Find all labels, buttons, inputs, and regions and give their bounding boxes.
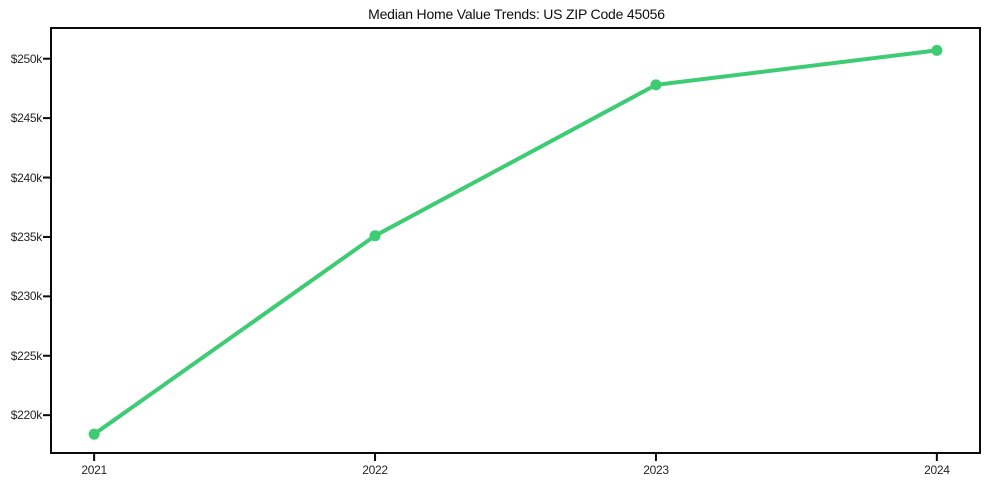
y-tick-label: $250k <box>10 51 43 66</box>
trend-line <box>92 48 939 437</box>
data-point-marker <box>931 44 943 56</box>
x-tick-label: 2023 <box>643 463 669 477</box>
data-point-marker <box>650 79 662 91</box>
y-tick-label: $245k <box>10 111 43 126</box>
chart-title: Median Home Value Trends: US ZIP Code 45… <box>368 6 665 22</box>
data-point-marker <box>369 230 381 242</box>
y-tick-label: $230k <box>10 289 43 304</box>
y-tick-label: $220k <box>10 408 43 423</box>
line-chart-canvas <box>43 44 943 461</box>
y-tick-label: $235k <box>10 229 43 244</box>
y-tick-label: $225k <box>10 348 43 363</box>
x-tick-label: 2021 <box>81 463 107 477</box>
data-point-marker <box>88 428 100 440</box>
x-tick-label: 2024 <box>924 463 950 477</box>
y-tick-label: $240k <box>10 170 43 185</box>
x-tick-label: 2022 <box>362 463 388 477</box>
plot-area <box>50 27 981 454</box>
